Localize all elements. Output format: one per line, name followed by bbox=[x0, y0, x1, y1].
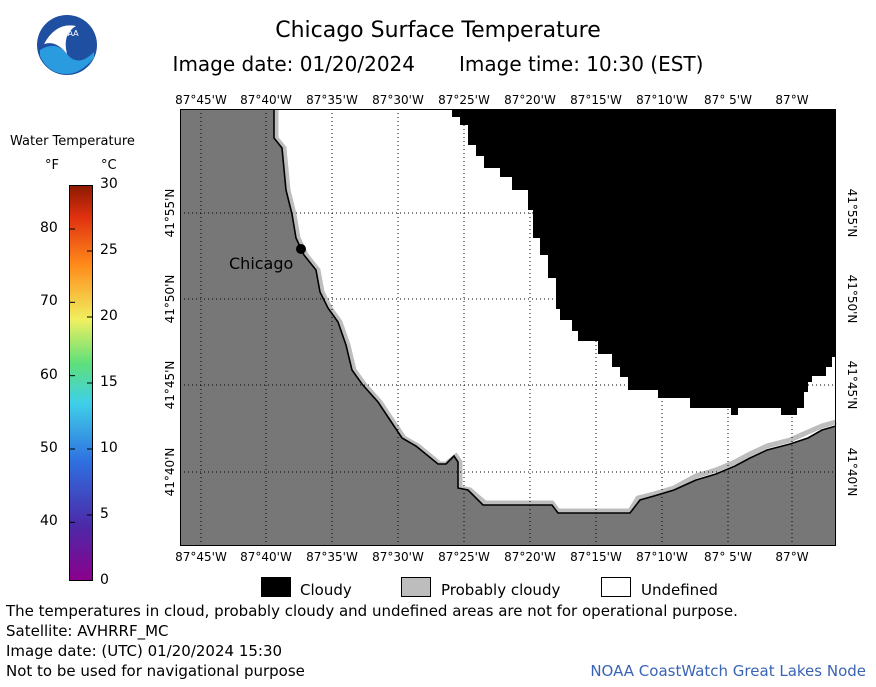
navigation-warning: Not to be used for navigational purpose bbox=[6, 662, 305, 680]
cloudy-label: Cloudy bbox=[300, 581, 352, 599]
celsius-tick-label: 15 bbox=[100, 374, 118, 390]
coastline bbox=[273, 109, 837, 514]
celsius-tick-label: 5 bbox=[100, 506, 109, 522]
longitude-label: 87°20'W bbox=[504, 93, 556, 107]
chicago-label: Chicago bbox=[229, 254, 293, 273]
undefined-swatch bbox=[601, 577, 631, 597]
longitude-label: 87°25'W bbox=[438, 93, 490, 107]
celsius-tick-label: 25 bbox=[100, 242, 118, 258]
latitude-label: 41°55'N bbox=[845, 189, 859, 238]
fahrenheit-tick-label: 70 bbox=[40, 293, 58, 310]
longitude-label: 87°45'W bbox=[175, 93, 227, 107]
longitude-label: 87°W bbox=[775, 93, 808, 107]
probably-cloudy-strip bbox=[273, 109, 837, 514]
image-time: Image time: 10:30 (EST) bbox=[459, 52, 704, 76]
celsius-tick-label: 10 bbox=[100, 440, 118, 456]
longitude-label: 87°35'W bbox=[306, 550, 358, 564]
land-area bbox=[180, 109, 836, 546]
temperature-map: Chicago 87°45'W 87°40'W 87°35'W 87°30'W 87°2… bbox=[163, 93, 859, 564]
longitude-label: 87°W bbox=[775, 550, 808, 564]
celsius-tick-label: 30 bbox=[100, 176, 118, 192]
noaa-logo: NOAA bbox=[36, 14, 98, 76]
longitude-label: 87° 5'W bbox=[704, 93, 752, 107]
longitude-label: 87°25'W bbox=[438, 550, 490, 564]
image-datetime: Image date: 01/20/2024 Image time: 10:30 … bbox=[0, 52, 876, 76]
image-date: Image date: 01/20/2024 bbox=[172, 52, 416, 76]
celsius-tick-label: 0 bbox=[100, 572, 109, 588]
temperature-colorbar bbox=[69, 184, 93, 582]
map-frame bbox=[180, 109, 836, 546]
unit-fahrenheit: °F bbox=[45, 158, 59, 173]
latitude-label: 41°50'N bbox=[163, 275, 177, 324]
page-title: Chicago Surface Temperature bbox=[275, 18, 601, 43]
operational-note: The temperatures in cloud, probably clou… bbox=[6, 602, 738, 620]
longitude-label: 87°20'W bbox=[504, 550, 556, 564]
longitude-label: 87°15'W bbox=[570, 550, 622, 564]
longitude-label: 87°30'W bbox=[372, 93, 424, 107]
longitude-label: 87°10'W bbox=[636, 550, 688, 564]
longitude-label: 87°45'W bbox=[175, 550, 227, 564]
latitude-label: 41°45'N bbox=[845, 361, 859, 410]
longitude-label: 87°15'W bbox=[570, 93, 622, 107]
probably-cloudy-swatch bbox=[401, 577, 431, 597]
longitude-label: 87° 5'W bbox=[704, 550, 752, 564]
latitude-label: 41°55'N bbox=[163, 189, 177, 238]
celsius-tick-label: 20 bbox=[100, 308, 118, 324]
probably-cloudy-label: Probably cloudy bbox=[441, 581, 561, 599]
logo-text: NOAA bbox=[55, 29, 79, 38]
legend-title: Water Temperature bbox=[10, 134, 135, 149]
longitude-label: 87°40'W bbox=[240, 550, 292, 564]
fahrenheit-tick-label: 60 bbox=[40, 366, 58, 383]
coastwatch-node-link[interactable]: NOAA CoastWatch Great Lakes Node bbox=[590, 662, 866, 680]
latitude-label: 41°40'N bbox=[845, 448, 859, 497]
latitude-label: 41°40'N bbox=[163, 448, 177, 497]
satellite-info: Satellite: AVHRRF_MC bbox=[6, 622, 169, 640]
latitude-label: 41°50'N bbox=[845, 275, 859, 324]
chicago-marker bbox=[296, 244, 306, 254]
fahrenheit-tick-label: 80 bbox=[40, 220, 58, 236]
undefined-label: Undefined bbox=[641, 581, 718, 599]
utc-date: Image date: (UTC) 01/20/2024 15:30 bbox=[6, 642, 283, 660]
cloud-area bbox=[452, 109, 836, 415]
latitude-label: 41°45'N bbox=[163, 361, 177, 410]
longitude-label: 87°30'W bbox=[372, 550, 424, 564]
longitude-label: 87°10'W bbox=[636, 93, 688, 107]
fahrenheit-tick-label: 50 bbox=[40, 440, 58, 456]
longitude-label: 87°35'W bbox=[306, 93, 358, 107]
fahrenheit-tick-label: 40 bbox=[40, 513, 58, 530]
unit-celsius: °C bbox=[101, 158, 117, 173]
cloudy-swatch bbox=[261, 577, 291, 597]
longitude-label: 87°40'W bbox=[240, 93, 292, 107]
